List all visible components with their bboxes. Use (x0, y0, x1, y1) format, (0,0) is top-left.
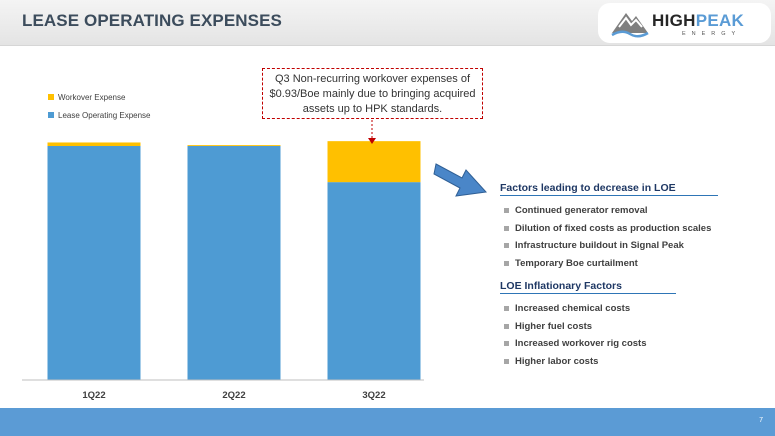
factor-text: Increased workover rig costs (515, 338, 647, 350)
square-bullet-icon (504, 341, 509, 347)
mountain-logo-icon (611, 13, 649, 38)
x-tick-label: 2Q22 (222, 390, 245, 401)
factor-item: Dilution of fixed costs as production sc… (500, 220, 770, 238)
factor-item: Temporary Boe curtailment (500, 255, 770, 273)
inflation-factors-list: Increased chemical costs Higher fuel cost… (500, 300, 770, 370)
header-bar: LEASE OPERATING EXPENSES HIGHPEAK ENERGY (0, 0, 775, 46)
callout-pointer-arrowhead (368, 138, 376, 144)
square-bullet-icon (504, 358, 509, 364)
decrease-factors-list: Continued generator removal Dilution of f… (500, 202, 770, 272)
bar-3q22-loe (327, 182, 421, 380)
bar-1q22-workover (47, 142, 141, 146)
decrease-factors-heading: Factors leading to decrease in LOE (500, 182, 718, 196)
bar-2q22-workover (187, 145, 281, 146)
loe-stacked-bar-chart: 1Q22 2Q22 3Q22 (22, 120, 424, 401)
factor-text: Higher fuel costs (515, 320, 593, 332)
square-bullet-icon (504, 225, 509, 231)
page-number: 7 (759, 417, 763, 424)
page-title: LEASE OPERATING EXPENSES (22, 11, 282, 30)
square-bullet-icon (504, 306, 509, 312)
loe-factors-panel: Factors leading to decrease in LOE Conti… (500, 182, 770, 370)
logo-wordmark: HIGHPEAK (652, 11, 745, 30)
factor-text: Infrastructure buildout in Signal Peak (515, 240, 684, 252)
q3-workover-callout: Q3 Non-recurring workover expenses of $0… (262, 68, 483, 119)
square-bullet-icon (504, 243, 509, 249)
chart-legend: Workover Expense Lease Operating Expense (48, 88, 151, 124)
factor-item: Higher fuel costs (500, 318, 770, 336)
factor-text: Increased chemical costs (515, 303, 631, 315)
legend-item: Workover Expense (48, 88, 151, 106)
legend-label: Workover Expense (58, 92, 126, 102)
logo-subtitle: ENERGY (682, 31, 742, 37)
bar-1q22-loe (47, 146, 141, 380)
factor-item: Infrastructure buildout in Signal Peak (500, 237, 770, 255)
factor-item: Increased workover rig costs (500, 335, 770, 353)
factor-item: Higher labor costs (500, 353, 770, 371)
legend-swatch (48, 94, 54, 100)
right-arrow-icon (433, 163, 488, 197)
factor-text: Dilution of fixed costs as production sc… (515, 222, 712, 234)
factor-item: Increased chemical costs (500, 300, 770, 318)
x-tick-label: 3Q22 (362, 390, 385, 401)
factor-text: Higher labor costs (515, 355, 599, 367)
bar-3q22-workover (327, 141, 421, 183)
square-bullet-icon (504, 323, 509, 329)
factor-text: Temporary Boe curtailment (515, 257, 638, 269)
footer-bar: 7 (0, 408, 775, 436)
bar-2q22-loe (187, 146, 281, 380)
legend-label: Lease Operating Expense (58, 110, 151, 120)
square-bullet-icon (504, 208, 509, 214)
square-bullet-icon (504, 260, 509, 266)
x-tick-label: 1Q22 (82, 390, 105, 401)
factor-item: Continued generator removal (500, 202, 770, 220)
legend-item: Lease Operating Expense (48, 106, 151, 124)
company-logo: HIGHPEAK ENERGY (598, 3, 771, 43)
legend-swatch (48, 112, 54, 118)
factor-text: Continued generator removal (515, 205, 648, 217)
inflation-factors-heading: LOE Inflationary Factors (500, 280, 676, 294)
